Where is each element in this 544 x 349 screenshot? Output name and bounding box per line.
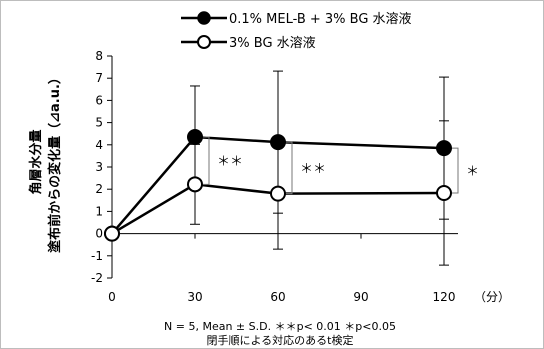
y-tick-label: 4: [95, 138, 103, 152]
data-point-bg: [187, 176, 203, 193]
x-tick-label: 0: [108, 290, 116, 304]
x-axis-ticks: 0 30 60 90 120: [108, 233, 456, 304]
y-tick-label: 6: [95, 93, 103, 107]
significance-bracket: [452, 147, 459, 194]
data-point-bg: [270, 185, 286, 202]
y-tick-label: 2: [95, 182, 103, 196]
x-tick-label: 120: [433, 290, 456, 304]
y-tick-label: 3: [95, 160, 103, 174]
significance-label: ＊: [466, 165, 479, 180]
y-tick-label: 8: [95, 49, 103, 63]
y-axis-label-line-2: 塗布前からの変化量（⊿a.u.）: [47, 71, 63, 253]
y-tick-label: -1: [91, 249, 103, 263]
y-tick-label: -2: [91, 271, 103, 285]
data-point-mel-b: [187, 129, 203, 146]
x-tick-label: 60: [270, 290, 285, 304]
legend-label-bg: 3% BG 水溶液: [229, 36, 316, 51]
footnote-line-2: 閉手順による対応のあるt検定: [207, 333, 354, 347]
legend-marker-bg: [197, 35, 211, 49]
significance-label: ＊＊: [300, 162, 326, 177]
y-axis-label-line-1: 角層水分量: [28, 129, 44, 194]
data-point-bg: [104, 225, 120, 242]
x-axis-unit: （分）: [474, 290, 510, 304]
legend-marker-mel-b: [197, 11, 211, 25]
y-tick-label: 1: [95, 204, 103, 218]
significance-bracket: [286, 141, 293, 195]
legend-label-mel-b: 0.1% MEL-B + 3% BG 水溶液: [229, 12, 412, 27]
series-line-bg: [111, 183, 445, 235]
series-markers: [104, 129, 452, 242]
significance-label: ＊＊: [217, 155, 243, 170]
footnote-line-1: N = 5, Mean ± S.D. ＊＊p< 0.01 ＊p<0.05: [164, 320, 396, 333]
y-axis-ticks: 8 7 6 5 4 3 2 1 0 -1 -2: [91, 49, 112, 285]
data-point-bg: [436, 184, 452, 201]
y-tick-label: 5: [95, 116, 103, 130]
legend: 0.1% MEL-B + 3% BG 水溶液 3% BG 水溶液: [181, 11, 412, 51]
y-tick-label: 7: [95, 71, 103, 85]
y-tick-label: 0: [95, 227, 103, 241]
x-tick-label: 30: [187, 290, 202, 304]
y-axis-label: 角層水分量 塗布前からの変化量（⊿a.u.）: [28, 71, 63, 253]
significance-bracket: [203, 136, 210, 185]
legend-entry-mel-b: 0.1% MEL-B + 3% BG 水溶液: [181, 11, 412, 27]
data-point-mel-b: [436, 140, 452, 157]
series-lines: [111, 135, 445, 235]
series-line-mel-b: [111, 135, 445, 235]
x-tick-label: 90: [353, 290, 368, 304]
legend-entry-bg: 3% BG 水溶液: [181, 35, 316, 51]
footnote: N = 5, Mean ± S.D. ＊＊p< 0.01 ＊p<0.05 閉手順…: [164, 320, 396, 347]
significance-marks: ＊＊ ＊＊＊: [203, 136, 479, 195]
data-point-mel-b: [270, 134, 286, 151]
